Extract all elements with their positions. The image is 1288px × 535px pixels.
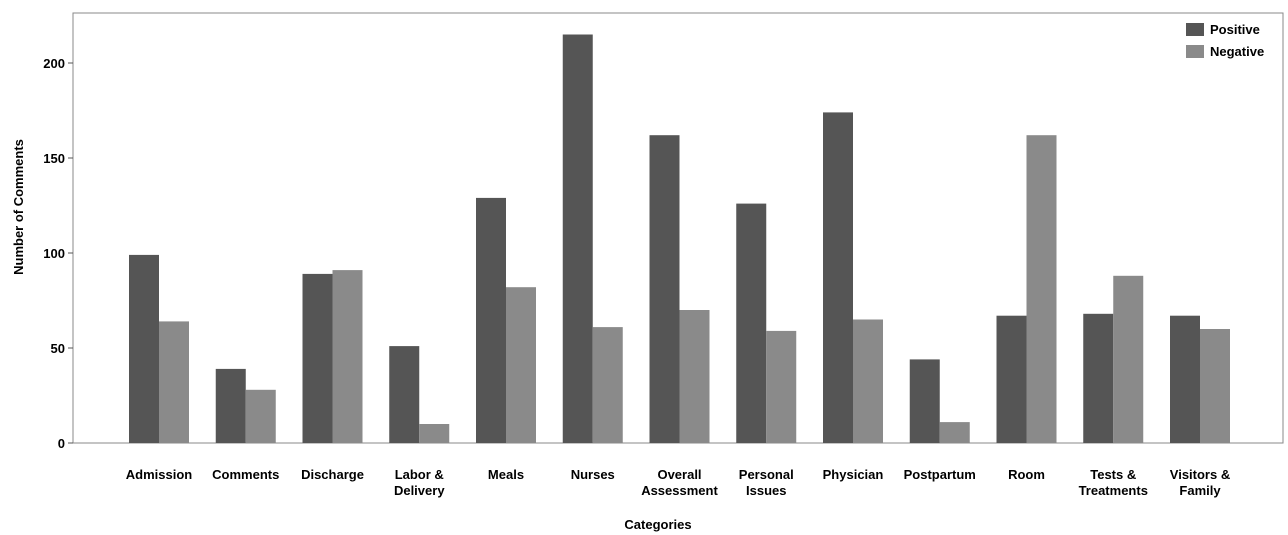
bar-negative [506,287,536,443]
bar-positive [1083,313,1114,443]
y-tick-label: 50 [51,341,65,356]
x-category-label: Labor & Delivery [394,467,445,498]
bar-negative [332,270,363,443]
bar-negative [1026,135,1057,443]
bar-negative [419,424,450,443]
y-axis: 0 50 100 150 200 [43,56,73,451]
bar-positive [909,359,940,443]
y-tick-label: 0 [58,436,65,451]
bar-negative [592,327,623,443]
bar-positive [389,346,420,443]
bar-negative [1113,275,1144,443]
x-category-label: Nurses [571,467,615,482]
bar-negative [245,389,276,443]
bar-negative [1200,329,1230,443]
x-category-label: Overall Assessment [641,467,718,498]
legend-label-negative: Negative [1210,44,1264,59]
bar-negative [853,319,883,443]
x-category-label: Visitors & Family [1170,467,1230,498]
bar-negative [679,310,710,443]
y-tick-label: 200 [43,56,65,71]
bar-positive [562,34,593,443]
legend-label-positive: Positive [1210,22,1260,37]
bar-positive [1170,315,1200,443]
bar-positive [215,368,246,443]
x-category-label: Personal Issues [739,467,794,498]
bar-positive [476,197,506,443]
bar-positive [649,135,680,443]
bar-negative [159,321,189,443]
legend-swatch-negative [1186,45,1204,58]
x-category-label: Postpartum [904,467,976,482]
legend-swatch-positive [1186,23,1204,36]
bars [129,34,1230,444]
bar-positive [823,112,853,444]
bar-negative [766,330,797,443]
x-category-label: Meals [488,467,524,482]
x-axis-labels: Admission Comments Discharge Labor & Deliver… [126,467,1230,498]
x-category-label: Physician [823,467,884,482]
x-axis-title: Categories [624,517,691,532]
x-category-label: Tests & Treatments [1079,467,1148,498]
x-category-label: Admission [126,467,193,482]
y-tick-label: 150 [43,151,65,166]
bar-negative [939,422,970,443]
x-category-label: Room [1008,467,1045,482]
bar-positive [129,254,159,443]
bar-positive [996,315,1027,443]
y-axis-title: Number of Comments [11,139,26,275]
legend: Positive Negative [1186,22,1264,59]
bar-positive [736,203,767,443]
y-tick-label: 100 [43,246,65,261]
bar-positive [302,273,333,443]
x-category-label: Comments [212,467,279,482]
x-category-label: Discharge [301,467,364,482]
